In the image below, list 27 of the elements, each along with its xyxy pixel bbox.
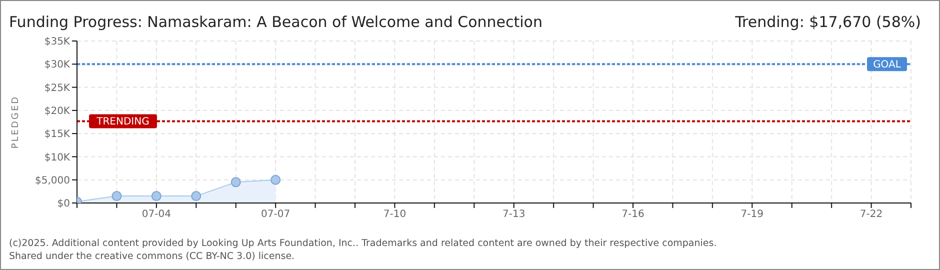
point [191,191,202,202]
ref-line-label: GOAL [873,60,902,71]
x-tick-label: 7-10 [383,209,406,220]
chart-title: Funding Progress: Namaskaram: A Beacon of Welcome and Connection [9,13,542,31]
point [270,174,281,185]
x-tick-label: 7-22 [860,209,883,220]
y-tick-label: $15K [44,129,70,140]
x-tick-label: 7-19 [740,209,764,220]
x-tick-label: 7-13 [502,209,526,220]
y-tick-label: $30K [44,60,70,71]
x-tick-label: 7-16 [622,209,644,220]
point [151,191,162,202]
point [112,191,122,202]
x-tick-label: 07-07 [261,209,290,220]
text: (c)2025. Additional content provided by Looking Up Arts Foundation, Inc.. Trademarks and related content are owned by their respective companies. [9,237,717,250]
ref-line-label: TRENDING [96,116,150,128]
text: Shared under the creative commons (CC BY-NC 3.0) license. [9,250,296,263]
point [230,177,241,188]
chart-subtitle: Trending: $17,670 (58%) [735,13,921,31]
y-tick-label: $0 [57,198,70,210]
y-tick-label: $5,000 [35,175,70,186]
y-tick-label: $10K [44,152,70,164]
x-tick-label: 07-04 [142,209,171,220]
y-tick-label: $20K [44,106,70,117]
y-tick-label: $25K [44,82,70,94]
y-tick-label: $35K [44,36,70,48]
y-axis-title: PLEDGED [11,95,22,149]
